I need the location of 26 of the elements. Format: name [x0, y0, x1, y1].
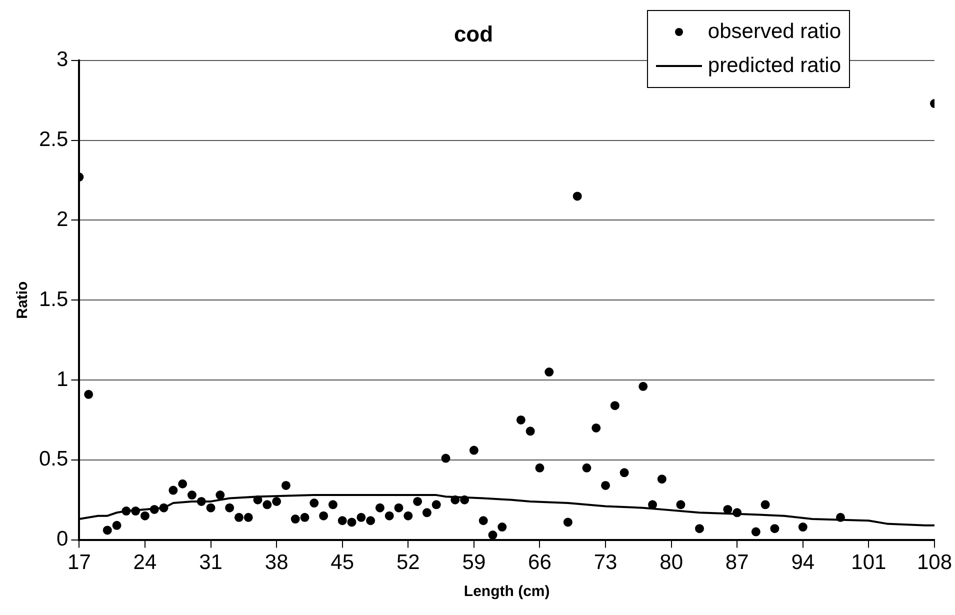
x-tick-label: 17	[68, 551, 91, 574]
x-tick-label: 38	[264, 551, 288, 574]
y-tick-label: 0.5	[38, 448, 68, 471]
x-tick-label: 24	[133, 551, 157, 574]
x-tick-label: 101	[851, 551, 886, 574]
legend-label: predicted ratio	[708, 53, 841, 79]
x-axis-title: Length (cm)	[464, 583, 550, 600]
x-tick-label: 108	[916, 551, 952, 574]
x-tick-label: 87	[725, 551, 749, 574]
x-tick-label: 73	[594, 551, 618, 574]
y-tick-label: 1.5	[38, 288, 68, 311]
legend-label: observed ratio	[708, 19, 841, 45]
x-tick-label: 59	[462, 551, 486, 574]
x-tick-label: 31	[199, 551, 222, 574]
x-tick-label: 52	[396, 551, 420, 574]
chart-title: cod	[454, 21, 494, 46]
y-tick-label: 0	[56, 528, 68, 551]
y-tick-label: 1	[56, 368, 68, 391]
y-tick-label: 2.5	[38, 128, 68, 152]
y-tick-label: 2	[56, 208, 68, 231]
x-tick-label: 45	[330, 551, 354, 574]
y-axis-title: Ratio	[14, 281, 32, 319]
x-tick-label: 66	[528, 551, 552, 574]
x-tick-label: 94	[791, 551, 815, 574]
x-tick-label: 80	[660, 551, 683, 574]
y-tick-label: 3	[56, 48, 68, 72]
